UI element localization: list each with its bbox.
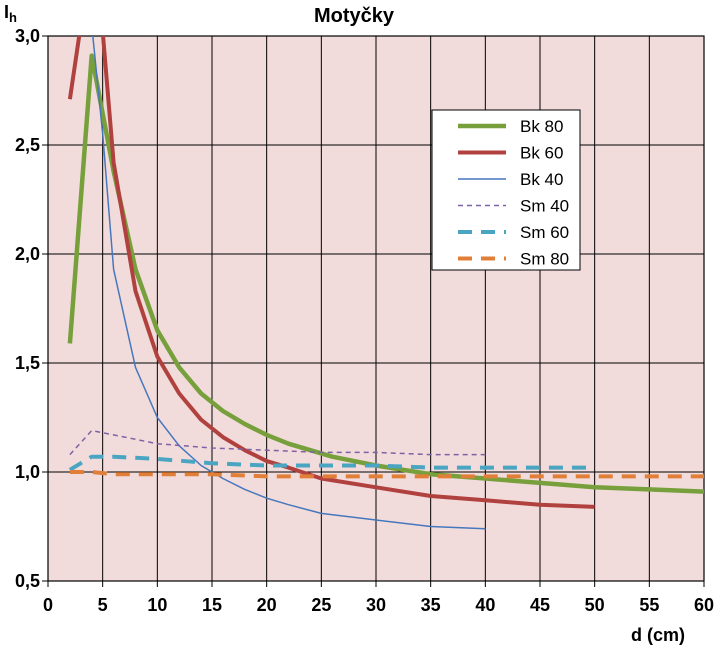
- series-layer: [67, 36, 704, 530]
- series-line-bk-40: [92, 36, 486, 530]
- x-axis-label: d (cm): [631, 625, 685, 645]
- legend-label-sm-80: Sm 80: [520, 250, 569, 269]
- y-tick-label: 1,0: [15, 462, 40, 482]
- legend-label-bk-40: Bk 40: [520, 170, 563, 189]
- x-tick-label: 60: [694, 595, 714, 615]
- series-line-bk-60: [67, 36, 595, 509]
- series-line-bk-80: [67, 53, 704, 494]
- y-axis-label-main: I: [4, 2, 9, 22]
- x-tick-label: 15: [202, 595, 222, 615]
- legend: Bk 80 Bk 60 Bk 40 Sm 40 Sm 60 Sm 80: [431, 109, 581, 271]
- y-axis-label-subscript: h: [9, 10, 17, 25]
- legend-items: Bk 80 Bk 60 Bk 40 Sm 40 Sm 60 Sm 80: [458, 117, 569, 269]
- chart-title: Motyčky: [314, 5, 395, 27]
- x-tick-label: 20: [257, 595, 277, 615]
- legend-label-bk-80: Bk 80: [520, 117, 563, 136]
- x-tick-label: 30: [366, 595, 386, 615]
- x-tick-label: 35: [421, 595, 441, 615]
- x-tick-label: 45: [530, 595, 550, 615]
- legend-label-bk-60: Bk 60: [520, 144, 563, 163]
- y-tick-label: 2,0: [15, 244, 40, 264]
- y-tick-label: 3,0: [15, 26, 40, 46]
- x-tick-label: 10: [147, 595, 167, 615]
- tick-labels: 0 5 10 15 20 25 30 35 40 45 50 55 60 0,5 1,0 1,5 2,0 2,5 3…: [15, 26, 714, 615]
- legend-label-sm-40: Sm 40: [520, 197, 569, 216]
- x-tick-label: 5: [98, 595, 108, 615]
- x-tick-label: 40: [475, 595, 495, 615]
- series-line-sm-80: [69, 470, 704, 479]
- x-tick-label: 50: [585, 595, 605, 615]
- y-tick-label: 1,5: [15, 353, 40, 373]
- x-tick-label: 25: [311, 595, 331, 615]
- y-tick-label: 2,5: [15, 135, 40, 155]
- x-tick-label: 55: [639, 595, 659, 615]
- series-line-sm-40: [69, 429, 486, 456]
- x-tick-label: 0: [43, 595, 53, 615]
- legend-box: [431, 109, 581, 271]
- y-tick-label: 0,5: [15, 571, 40, 591]
- legend-label-sm-60: Sm 60: [520, 223, 569, 242]
- y-axis-label: Ih: [4, 2, 17, 25]
